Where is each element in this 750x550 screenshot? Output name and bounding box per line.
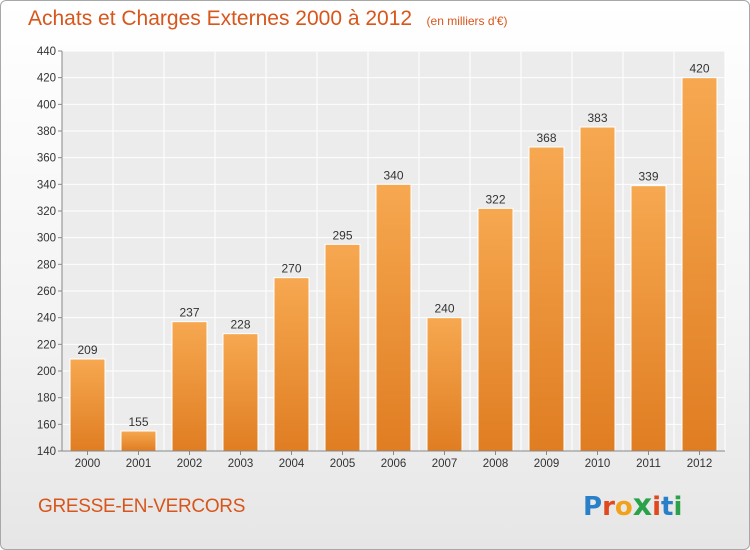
- y-tick-label: 200: [37, 366, 56, 378]
- data-labels: 209 155 237 228 270 295 340 240 322 368 383 339 420: [77, 62, 709, 429]
- bar: [579, 126, 616, 452]
- data-label: 237: [179, 306, 199, 320]
- bar: [120, 430, 157, 452]
- y-tick-label: 380: [37, 126, 56, 138]
- y-tick-label: 220: [37, 339, 56, 351]
- x-tick-label: 2011: [636, 458, 661, 470]
- x-tick-label: 2007: [432, 458, 458, 470]
- logo-letter: x: [632, 488, 653, 523]
- logo-letter: r: [602, 492, 615, 522]
- bar: [324, 243, 361, 452]
- y-tick-label: 400: [37, 99, 56, 111]
- x-tick-label: 2002: [177, 458, 203, 470]
- x-tick-label: 2008: [483, 458, 509, 470]
- bar: [426, 317, 463, 452]
- y-tick-label: 140: [37, 446, 56, 458]
- bar: [222, 333, 259, 452]
- data-label: 240: [434, 302, 454, 316]
- y-tick-label: 260: [37, 286, 56, 298]
- logo-letter: o: [614, 492, 633, 522]
- axes: 140 160 180 200 220 240 260 280 300 320 340 360 380 4…: [37, 46, 725, 470]
- y-tick-label: 180: [37, 393, 56, 405]
- data-label: 368: [536, 131, 556, 145]
- data-label: 295: [332, 228, 352, 242]
- y-tick-label: 360: [37, 153, 56, 165]
- data-label: 340: [383, 168, 403, 182]
- x-tick-label: 2003: [228, 458, 254, 470]
- bar: [375, 183, 412, 452]
- y-tick-label: 340: [37, 179, 56, 191]
- bar: [69, 358, 106, 452]
- logo-letter: t: [661, 492, 674, 522]
- x-tick-label: 2005: [330, 458, 356, 470]
- y-tick-label: 440: [37, 46, 56, 58]
- x-tick-label: 2006: [381, 458, 407, 470]
- logo-letter: i: [673, 492, 683, 522]
- proxiti-logo: Proxiti: [583, 488, 682, 523]
- chart-unit: (en milliers d'€): [426, 14, 508, 28]
- data-label: 339: [638, 170, 658, 184]
- commune-name: GRESSE-EN-VERCORS: [38, 496, 246, 517]
- bar: [171, 321, 208, 452]
- y-tick-label: 320: [37, 206, 56, 218]
- data-label: 383: [587, 111, 607, 125]
- logo-letter: P: [583, 492, 603, 522]
- y-tick-label: 160: [37, 419, 56, 431]
- y-tick-label: 280: [37, 259, 56, 271]
- x-tick-label: 2004: [279, 458, 305, 470]
- y-tick-label: 300: [37, 233, 56, 245]
- y-tick-label: 240: [37, 313, 56, 325]
- data-label: 420: [689, 62, 709, 76]
- bar: [528, 146, 565, 452]
- x-tick-label: 2001: [126, 458, 152, 470]
- bar: [477, 207, 514, 452]
- data-label: 209: [77, 343, 97, 357]
- bar: [630, 185, 667, 452]
- data-label: 322: [485, 192, 505, 206]
- chart-title-row: Achats et Charges Externes 2000 à 2012 (…: [28, 7, 508, 31]
- bar: [681, 77, 718, 452]
- data-label: 228: [230, 318, 250, 332]
- y-tick-label: 420: [37, 73, 56, 85]
- logo-letter: i: [652, 492, 662, 522]
- data-label: 270: [281, 262, 301, 276]
- x-tick-label: 2009: [534, 458, 560, 470]
- bar: [273, 277, 310, 452]
- chart-title: Achats et Charges Externes 2000 à 2012: [28, 7, 413, 30]
- data-label: 155: [128, 415, 148, 429]
- x-tick-label: 2012: [687, 458, 713, 470]
- bars: [69, 77, 718, 452]
- x-tick-label: 2000: [75, 458, 101, 470]
- x-tick-label: 2010: [585, 458, 611, 470]
